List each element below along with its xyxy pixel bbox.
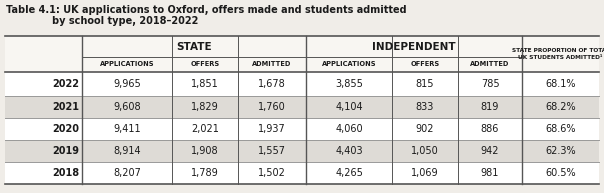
Text: 4,104: 4,104 <box>335 102 363 112</box>
Text: 2021: 2021 <box>52 102 79 112</box>
Text: 886: 886 <box>481 124 499 134</box>
Text: STATE PROPORTION OF TOTAL
UK STUDENTS ADMITTED¹: STATE PROPORTION OF TOTAL UK STUDENTS AD… <box>512 48 604 60</box>
Text: 2018: 2018 <box>52 168 79 178</box>
Text: 8,914: 8,914 <box>113 146 141 156</box>
Text: 9,411: 9,411 <box>113 124 141 134</box>
Text: 68.2%: 68.2% <box>545 102 576 112</box>
Text: 785: 785 <box>481 79 500 89</box>
Text: 2019: 2019 <box>52 146 79 156</box>
Text: 1,937: 1,937 <box>258 124 286 134</box>
Text: 8,207: 8,207 <box>113 168 141 178</box>
Text: 4,060: 4,060 <box>335 124 363 134</box>
Text: 1,678: 1,678 <box>258 79 286 89</box>
Bar <box>5 72 599 96</box>
Text: 4,403: 4,403 <box>335 146 363 156</box>
Text: 1,050: 1,050 <box>411 146 439 156</box>
Text: INDEPENDENT: INDEPENDENT <box>372 41 456 52</box>
Text: 833: 833 <box>416 102 434 112</box>
Text: 981: 981 <box>481 168 499 178</box>
Text: 4,265: 4,265 <box>335 168 363 178</box>
Text: 2,021: 2,021 <box>191 124 219 134</box>
Text: by school type, 2018–2022: by school type, 2018–2022 <box>52 16 198 26</box>
Text: OFFERS: OFFERS <box>411 62 440 68</box>
Bar <box>5 140 599 162</box>
Text: 68.1%: 68.1% <box>545 79 576 89</box>
Text: 62.3%: 62.3% <box>545 146 576 156</box>
Text: Table 4.1: UK applications to Oxford, offers made and students admitted: Table 4.1: UK applications to Oxford, of… <box>6 5 406 15</box>
Text: APPLICATIONS: APPLICATIONS <box>322 62 376 68</box>
Text: OFFERS: OFFERS <box>190 62 220 68</box>
Bar <box>5 96 599 118</box>
Text: ADMITTED: ADMITTED <box>252 62 292 68</box>
Text: 9,965: 9,965 <box>113 79 141 89</box>
Text: 819: 819 <box>481 102 499 112</box>
Text: 68.6%: 68.6% <box>545 124 576 134</box>
Text: 3,855: 3,855 <box>335 79 363 89</box>
Text: 1,908: 1,908 <box>191 146 219 156</box>
Text: STATE: STATE <box>176 41 212 52</box>
Text: 1,502: 1,502 <box>258 168 286 178</box>
Text: 1,851: 1,851 <box>191 79 219 89</box>
Text: 1,829: 1,829 <box>191 102 219 112</box>
Text: 1,760: 1,760 <box>258 102 286 112</box>
Text: 1,557: 1,557 <box>258 146 286 156</box>
Text: 1,069: 1,069 <box>411 168 439 178</box>
Bar <box>5 118 599 140</box>
Text: 2022: 2022 <box>52 79 79 89</box>
Text: 1,789: 1,789 <box>191 168 219 178</box>
Bar <box>5 162 599 184</box>
Text: APPLICATIONS: APPLICATIONS <box>100 62 154 68</box>
Text: 942: 942 <box>481 146 500 156</box>
Text: 815: 815 <box>416 79 434 89</box>
Text: ADMITTED: ADMITTED <box>471 62 510 68</box>
Text: 2020: 2020 <box>52 124 79 134</box>
Text: 60.5%: 60.5% <box>545 168 576 178</box>
Bar <box>5 36 599 72</box>
Text: 9,608: 9,608 <box>113 102 141 112</box>
Text: 902: 902 <box>416 124 434 134</box>
